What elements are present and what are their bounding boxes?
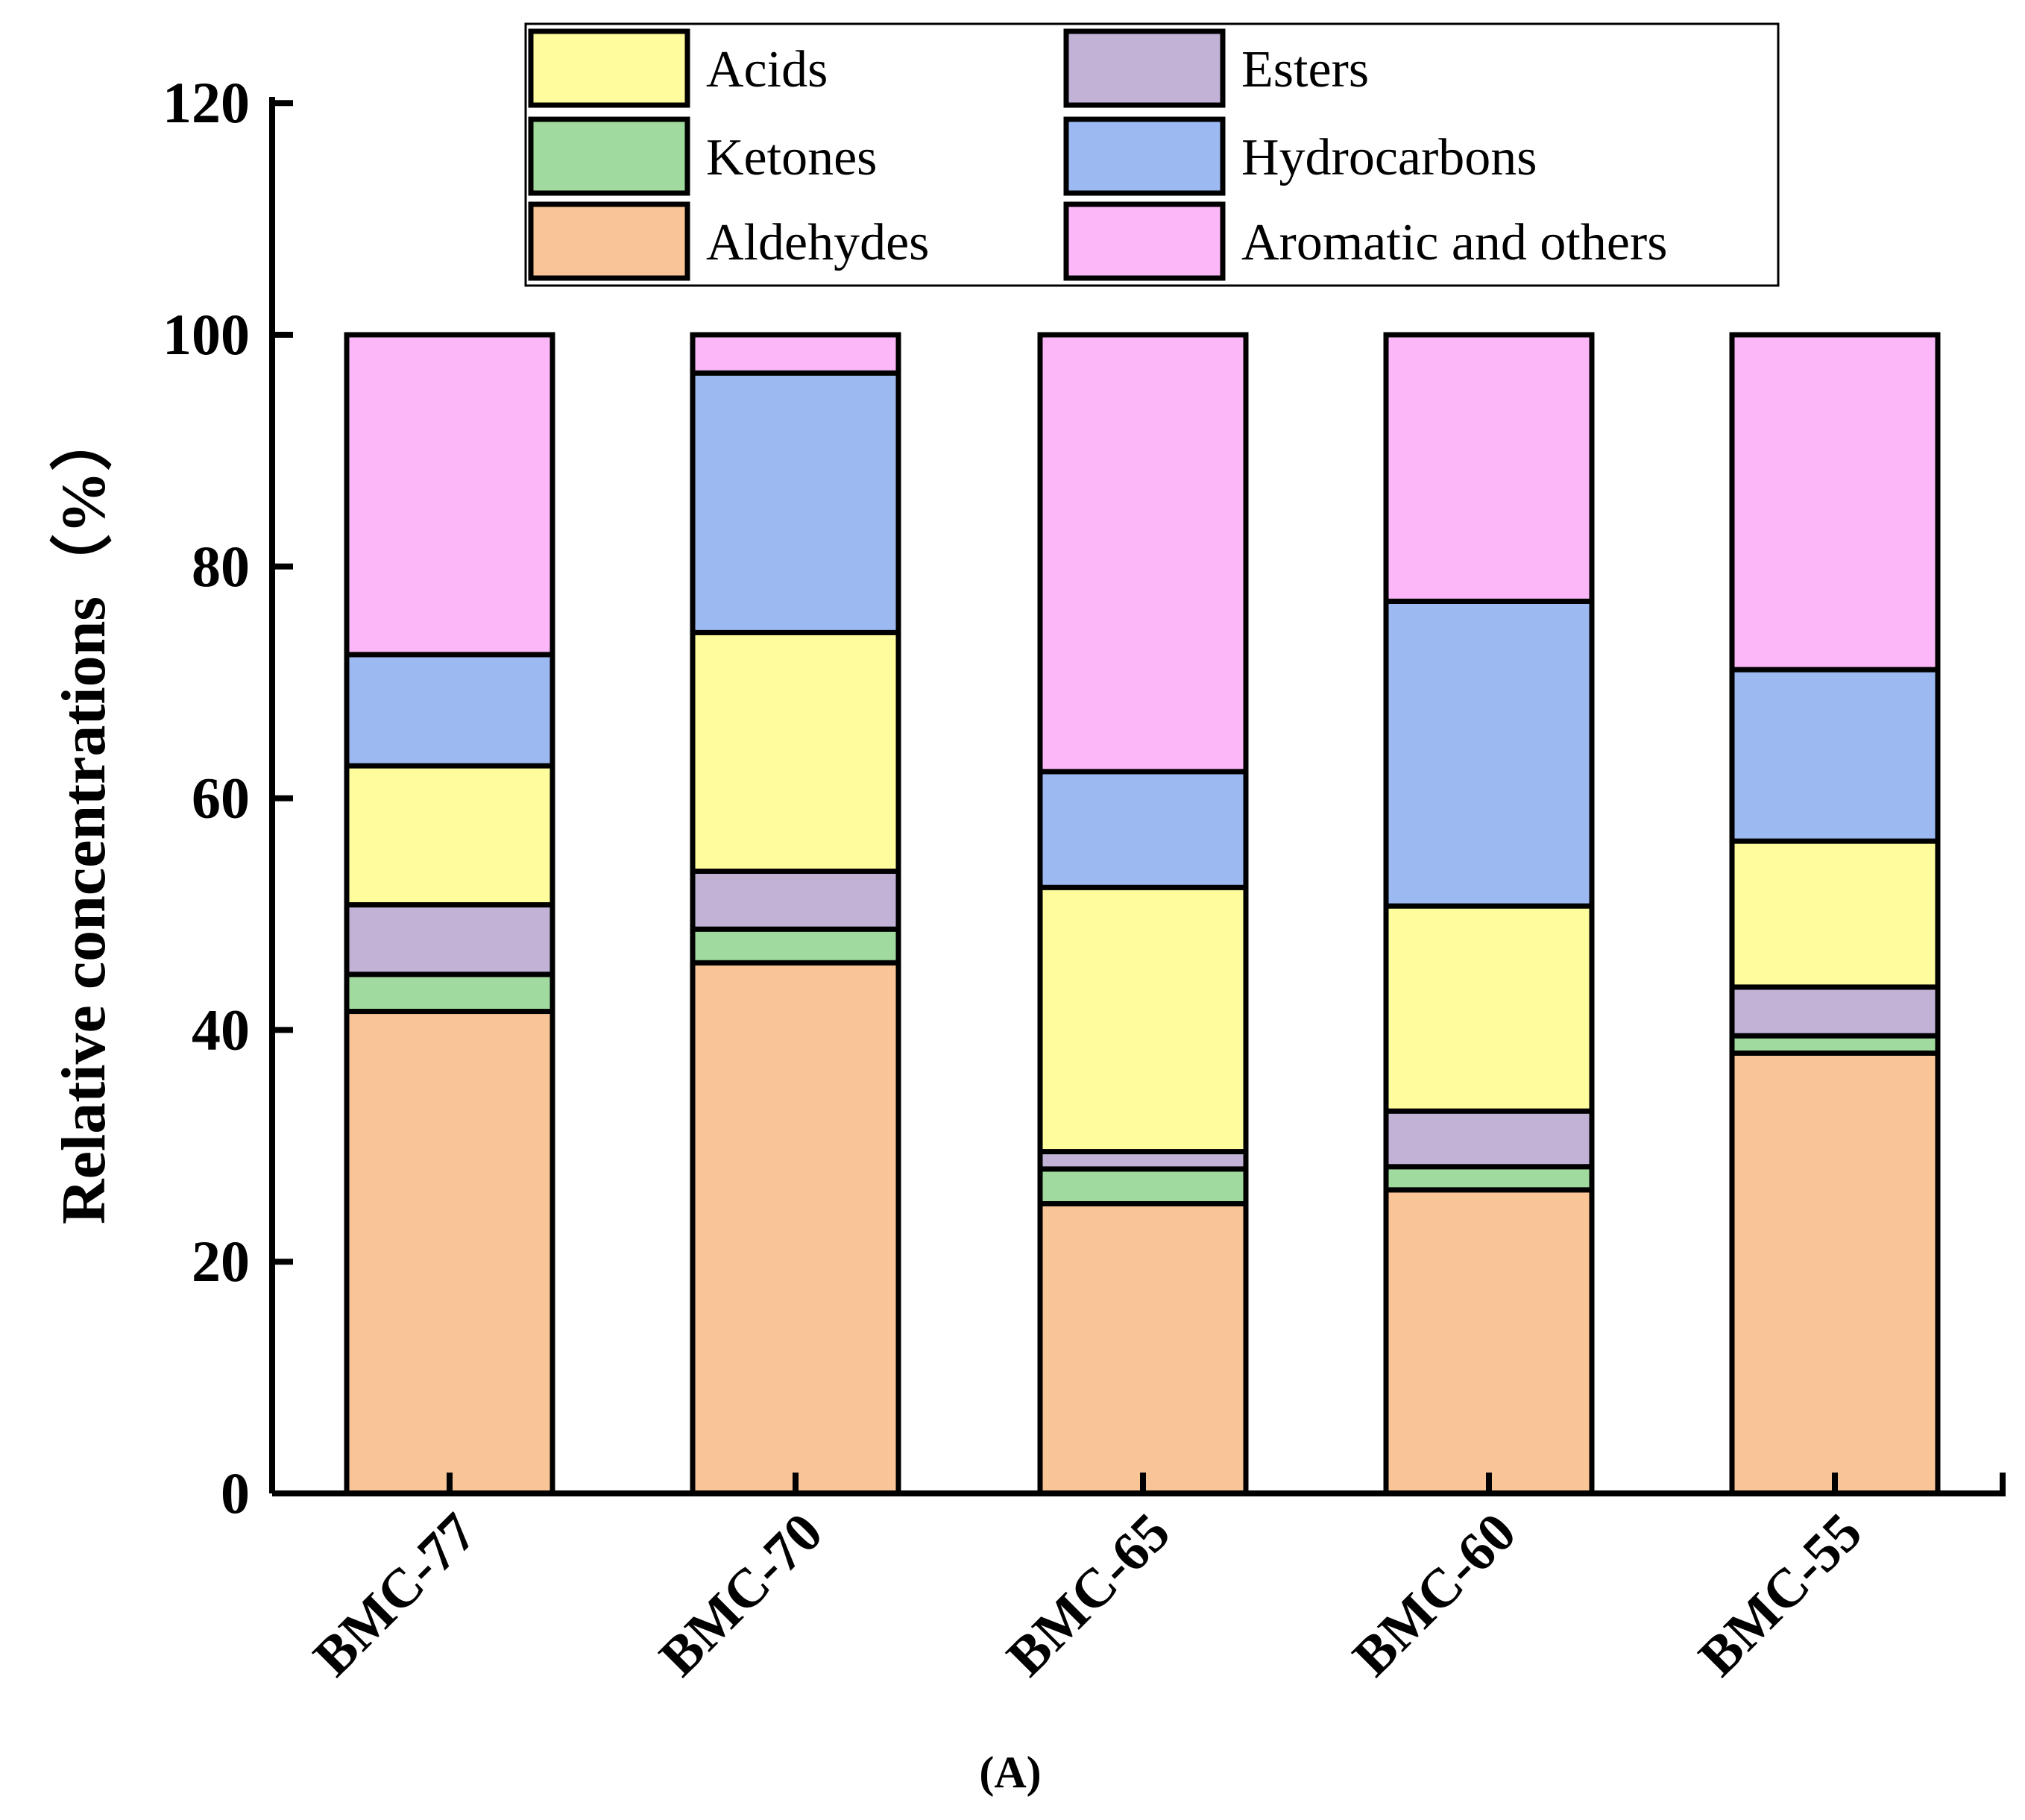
- bar-segment-hydrocarbons: [1037, 769, 1249, 890]
- legend-item-acids: Acids: [528, 28, 828, 108]
- legend-item-aldehydes: Aldehydes: [528, 201, 929, 281]
- legend-label: Esters: [1241, 41, 1369, 98]
- bar-segment-hydrocarbons: [1729, 667, 1941, 844]
- y-tick-label: 40: [192, 997, 250, 1062]
- x-tick-label: BMC-65: [995, 1502, 1182, 1688]
- bar-segment-aldehydes: [1729, 1050, 1941, 1496]
- bar-segment-ketones: [690, 926, 901, 966]
- bar-bmc-70: [690, 332, 901, 1496]
- legend-swatch: [1063, 28, 1226, 108]
- legend-label: Hydrocarbons: [1241, 129, 1537, 186]
- bar-bmc-77: [344, 332, 555, 1496]
- bar-bmc-55: [1729, 332, 1941, 1496]
- legend: Acids Esters Ketones Hydrocarbons Aldehydes A…: [524, 22, 1780, 287]
- bar-segment-aromatic-and-others: [1729, 332, 1941, 673]
- y-ticks-layer: 0 20 40 60 80 100 120: [163, 70, 293, 1525]
- bar-segment-esters: [690, 869, 901, 932]
- legend-label: Aromatic and others: [1241, 214, 1667, 271]
- x-labels-layer: BMC-77 BMC-70 BMC-65 BMC-60 BMC-55: [302, 1473, 1874, 1688]
- legend-label: Aldehydes: [706, 214, 929, 271]
- bar-segment-hydrocarbons: [344, 652, 555, 769]
- bar-segment-hydrocarbons: [1383, 598, 1595, 909]
- legend-item-aromatic-and-others: Aromatic and others: [1063, 201, 1667, 281]
- bar-segment-acids: [690, 629, 901, 875]
- bar-segment-esters: [1383, 1108, 1595, 1170]
- y-tick-label: 60: [192, 766, 250, 831]
- bar-segment-aromatic-and-others: [344, 332, 555, 658]
- bar-segment-ketones: [344, 972, 555, 1015]
- bar-bmc-65: [1037, 332, 1249, 1496]
- bar-segment-acids: [1383, 903, 1595, 1114]
- bar-segment-esters: [344, 902, 555, 977]
- bar-segment-acids: [1037, 884, 1249, 1155]
- bar-segment-aromatic-and-others: [1037, 332, 1249, 775]
- bar-segment-aldehydes: [344, 1009, 555, 1496]
- y-axis-title: Relative concentrations（%）: [49, 409, 119, 1224]
- bar-segment-acids: [344, 763, 555, 908]
- y-tick-label: 0: [221, 1461, 250, 1525]
- x-tick-label: BMC-77: [302, 1502, 488, 1688]
- y-tick-label: 120: [163, 70, 250, 135]
- figure-caption: (A): [979, 1748, 1041, 1797]
- legend-swatch: [528, 116, 690, 196]
- bar-segment-aldehydes: [690, 960, 901, 1496]
- legend-label: Acids: [706, 41, 828, 98]
- x-tick-label: BMC-55: [1687, 1502, 1874, 1688]
- y-tick-label: 20: [192, 1229, 250, 1294]
- legend-swatch: [528, 201, 690, 281]
- bar-segment-acids: [1729, 838, 1941, 990]
- y-tick-label: 100: [163, 302, 250, 367]
- legend-label: Ketones: [706, 129, 877, 186]
- x-tick-label: BMC-70: [648, 1502, 834, 1688]
- bar-segment-ketones: [1383, 1164, 1595, 1193]
- legend-swatch: [528, 28, 690, 108]
- legend-item-esters: Esters: [1063, 28, 1369, 108]
- legend-swatch: [1063, 201, 1226, 281]
- y-tick-label: 80: [192, 534, 250, 599]
- legend-item-ketones: Ketones: [528, 116, 877, 196]
- bar-segment-aldehydes: [1383, 1187, 1595, 1496]
- bar-segment-aromatic-and-others: [690, 332, 901, 376]
- bars-layer: [344, 332, 1941, 1496]
- bar-segment-ketones: [1037, 1166, 1249, 1207]
- bar-segment-aromatic-and-others: [1383, 332, 1595, 604]
- legend-swatch: [1063, 116, 1226, 196]
- bar-segment-aldehydes: [1037, 1201, 1249, 1496]
- bar-segment-hydrocarbons: [690, 370, 901, 635]
- legend-item-hydrocarbons: Hydrocarbons: [1063, 116, 1537, 196]
- bar-segment-esters: [1729, 984, 1941, 1039]
- x-tick-label: BMC-60: [1341, 1502, 1528, 1688]
- bar-bmc-60: [1383, 332, 1595, 1496]
